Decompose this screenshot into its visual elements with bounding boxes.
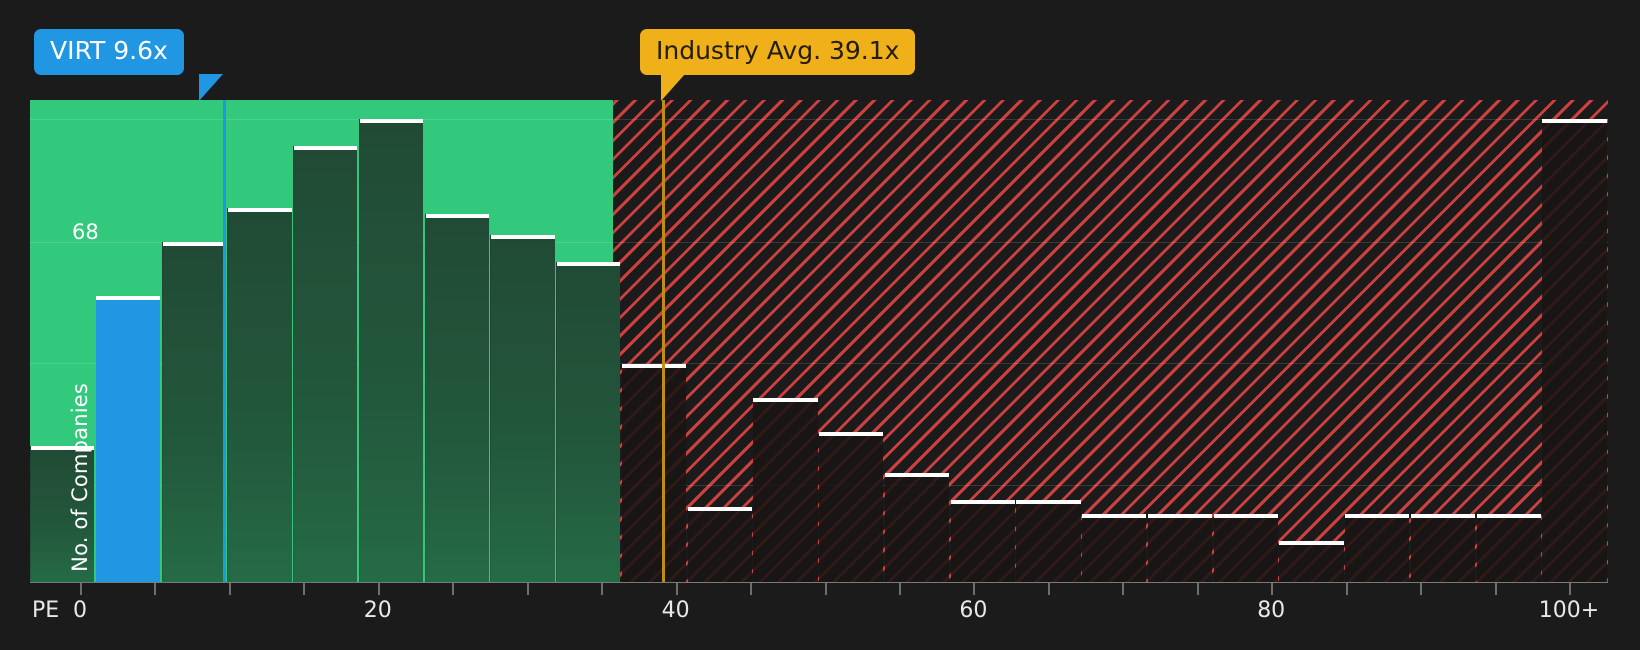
plot-area: 68 No. of Companies	[30, 100, 1608, 582]
callout-virt[interactable]: VIRT 9.6x	[34, 29, 223, 101]
bar-cap	[753, 398, 818, 403]
bar-cap	[1147, 513, 1212, 518]
industry-avg-marker-line	[662, 100, 666, 582]
bar-cap	[95, 296, 160, 301]
bar-0-4[interactable]	[30, 445, 95, 582]
x-tick-95	[1494, 583, 1497, 595]
bar-cap	[359, 119, 423, 123]
x-tick-100	[1569, 583, 1571, 595]
bar-4-8[interactable]	[95, 296, 160, 582]
bar-88-92[interactable]	[1410, 513, 1475, 582]
bar-92-96[interactable]	[1476, 513, 1541, 582]
x-tick-10	[228, 583, 231, 595]
bar-83-88[interactable]	[1345, 513, 1410, 582]
bar-25-29[interactable]	[424, 214, 489, 582]
bar-cap	[1345, 513, 1410, 518]
x-tick-45	[750, 583, 753, 595]
bar-42-46[interactable]	[687, 507, 752, 582]
bar-21-25[interactable]	[358, 119, 423, 582]
bar-cap	[1279, 541, 1344, 546]
bar-cap	[884, 473, 949, 478]
bar-54-58[interactable]	[884, 473, 949, 582]
x-tick-label-100+: 100+	[1538, 598, 1600, 623]
bar-58-63[interactable]	[950, 500, 1015, 582]
valuation-zone-expensive	[613, 100, 1608, 582]
x-tick-50	[824, 583, 827, 595]
callout-virt-label: VIRT 9.6x	[50, 36, 168, 65]
x-tick-65	[1047, 583, 1050, 595]
bar-cap	[557, 262, 621, 266]
x-tick-25	[452, 583, 455, 595]
bar-cap	[1542, 119, 1607, 123]
bar-17-21[interactable]	[293, 146, 358, 582]
bar-13-17[interactable]	[227, 207, 292, 582]
bar-29-33[interactable]	[490, 234, 555, 582]
callout-industry-avg[interactable]: Industry Avg. 39.1x	[640, 29, 916, 101]
bar-96-100+[interactable]	[1542, 119, 1607, 582]
bar-cap	[1213, 513, 1278, 518]
bar-8-13[interactable]	[161, 241, 226, 582]
x-tick-40	[675, 583, 678, 595]
x-tick-5	[154, 583, 157, 595]
bar-cap	[491, 234, 555, 239]
bar-46-50[interactable]	[753, 398, 818, 582]
x-tick-35	[601, 583, 604, 595]
gridline-51	[30, 242, 1608, 243]
bar-cap	[1082, 513, 1147, 518]
callout-industry-tail	[661, 74, 686, 101]
x-tick-30	[526, 583, 529, 595]
x-tick-label-60: 60	[959, 598, 988, 623]
x-tick-75	[1196, 583, 1199, 595]
bar-cap	[31, 445, 95, 450]
callout-industry-label: Industry Avg. 39.1x	[656, 36, 900, 65]
callout-virt-tail	[198, 74, 223, 101]
bar-cap	[162, 241, 226, 246]
virt-marker-line	[222, 100, 226, 582]
bar-67-71[interactable]	[1082, 513, 1147, 582]
bar-33-38[interactable]	[556, 262, 621, 582]
bar-71-75[interactable]	[1147, 513, 1212, 582]
x-tick-90	[1420, 583, 1423, 595]
bar-cap	[1016, 500, 1081, 505]
x-tick-label-40: 40	[661, 598, 690, 623]
x-tick-70	[1122, 583, 1125, 595]
bar-cap	[294, 146, 358, 151]
x-tick-label-0: 0	[73, 598, 87, 623]
x-tick-20	[377, 583, 380, 595]
x-tick-label-80: 80	[1257, 598, 1286, 623]
x-tick-85	[1345, 583, 1348, 595]
x-tick-80	[1271, 583, 1274, 595]
bar-cap	[1476, 513, 1541, 518]
bar-50-54[interactable]	[819, 432, 884, 582]
bar-cap	[425, 214, 489, 219]
bar-75-79[interactable]	[1213, 513, 1278, 582]
x-axis-prefix-label: PE	[32, 598, 60, 623]
bar-cap	[228, 207, 292, 212]
bar-cap	[687, 507, 752, 512]
bar-cap	[621, 364, 686, 369]
x-tick-60	[973, 583, 976, 595]
x-tick-15	[303, 583, 306, 595]
bar-cap	[819, 432, 884, 437]
bar-38-42[interactable]	[621, 364, 686, 582]
y-axis-title: No. of Companies	[68, 383, 92, 572]
x-tick-55	[898, 583, 901, 595]
x-tick-0	[80, 583, 82, 595]
bar-79-83[interactable]	[1279, 541, 1344, 582]
gridline-68	[30, 119, 1608, 120]
y-max-value: 68	[72, 220, 99, 244]
gridline-34	[30, 363, 1608, 364]
bar-63-67[interactable]	[1016, 500, 1081, 582]
bar-cap	[1410, 513, 1475, 518]
bar-cap	[950, 500, 1015, 505]
x-axis-line	[30, 582, 1608, 583]
x-tick-label-20: 20	[363, 598, 392, 623]
